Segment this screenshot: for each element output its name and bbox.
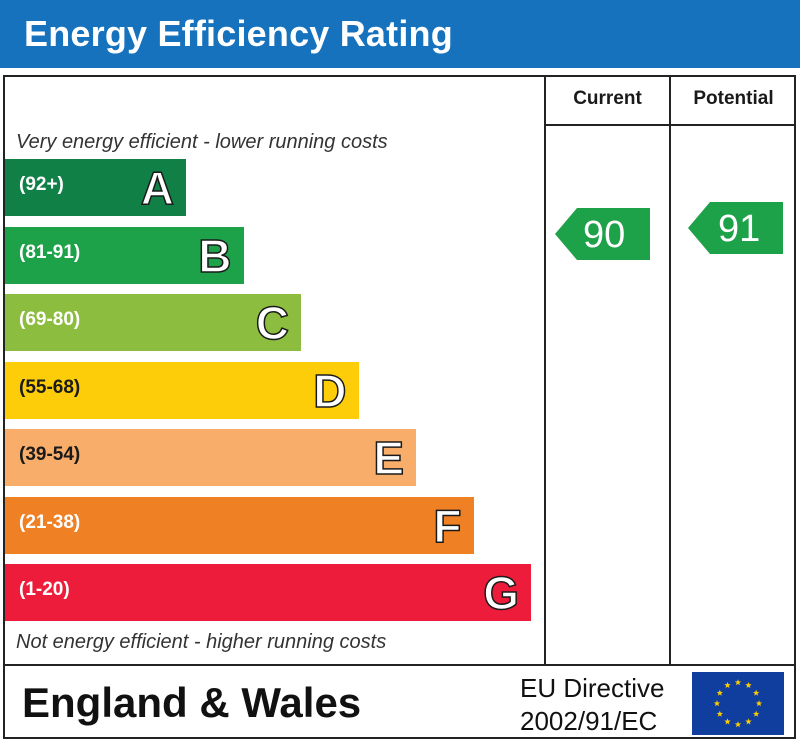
eu-directive-text: EU Directive 2002/91/EC [520,672,664,738]
band-f: (21-38) F [5,496,474,554]
header-row-divider [544,124,796,126]
band-a-range: (92+) [19,174,64,195]
band-g: (1-20) G [5,564,531,621]
eu-directive-line1: EU Directive [520,673,665,703]
band-e-letter: E [373,431,405,485]
band-a-letter: A [140,161,175,215]
band-c-range: (69-80) [19,309,81,330]
band-f-letter: F [433,499,463,553]
eu-star-icon [713,700,721,707]
band-g-letter: G [482,566,519,620]
eu-flag-icon [692,672,784,735]
eu-star-icon [745,681,752,689]
potential-column-header: Potential [693,88,774,109]
caption-very-efficient: Very energy efficient - lower running co… [16,131,388,153]
page-title: Energy Efficiency Rating [24,13,453,54]
current-column-header: Current [573,88,642,109]
band-d-range: (55-68) [19,376,81,398]
band-b: (81-91) B [5,226,244,284]
eu-star-icon [745,718,752,725]
eu-star-icon [734,721,742,728]
potential-arrow-shape [688,202,783,254]
header-bar: Energy Efficiency Rating [0,0,800,68]
column-divider-current [544,75,546,665]
eu-star-icon [734,679,742,686]
eu-star-icon [752,710,760,717]
current-rating-arrow: 90 [555,208,650,260]
band-e: (39-54) E [5,429,416,486]
potential-rating-arrow: 91 [688,202,783,254]
band-a: (92+) A [5,159,186,216]
band-f-range: (21-38) [19,511,81,533]
band-e-range: (39-54) [19,444,81,465]
eu-star-icon [724,718,731,725]
column-divider-potential [669,75,671,665]
rating-frame [3,75,796,739]
eu-star-icon [716,689,724,696]
band-d: (55-68) D [5,361,359,419]
potential-rating-value: 91 [718,208,761,250]
band-c: (69-80) C [5,294,301,351]
current-arrow-shape [555,208,650,260]
eu-star-icon [716,710,724,717]
footer-divider [3,664,796,666]
region-label: England & Wales [22,679,362,726]
band-b-range: (81-91) [19,241,81,263]
eu-star-icon [755,700,763,707]
band-g-range: (1-20) [19,579,70,600]
eu-star-icon [724,681,731,689]
eu-directive-line2: 2002/91/EC [520,706,658,736]
band-d-letter: D [313,364,348,418]
caption-not-efficient: Not energy efficient - higher running co… [16,631,387,653]
band-b-letter: B [198,229,233,283]
eu-star-icon [752,689,760,696]
current-rating-value: 90 [583,214,626,256]
band-c-letter: C [255,296,290,350]
